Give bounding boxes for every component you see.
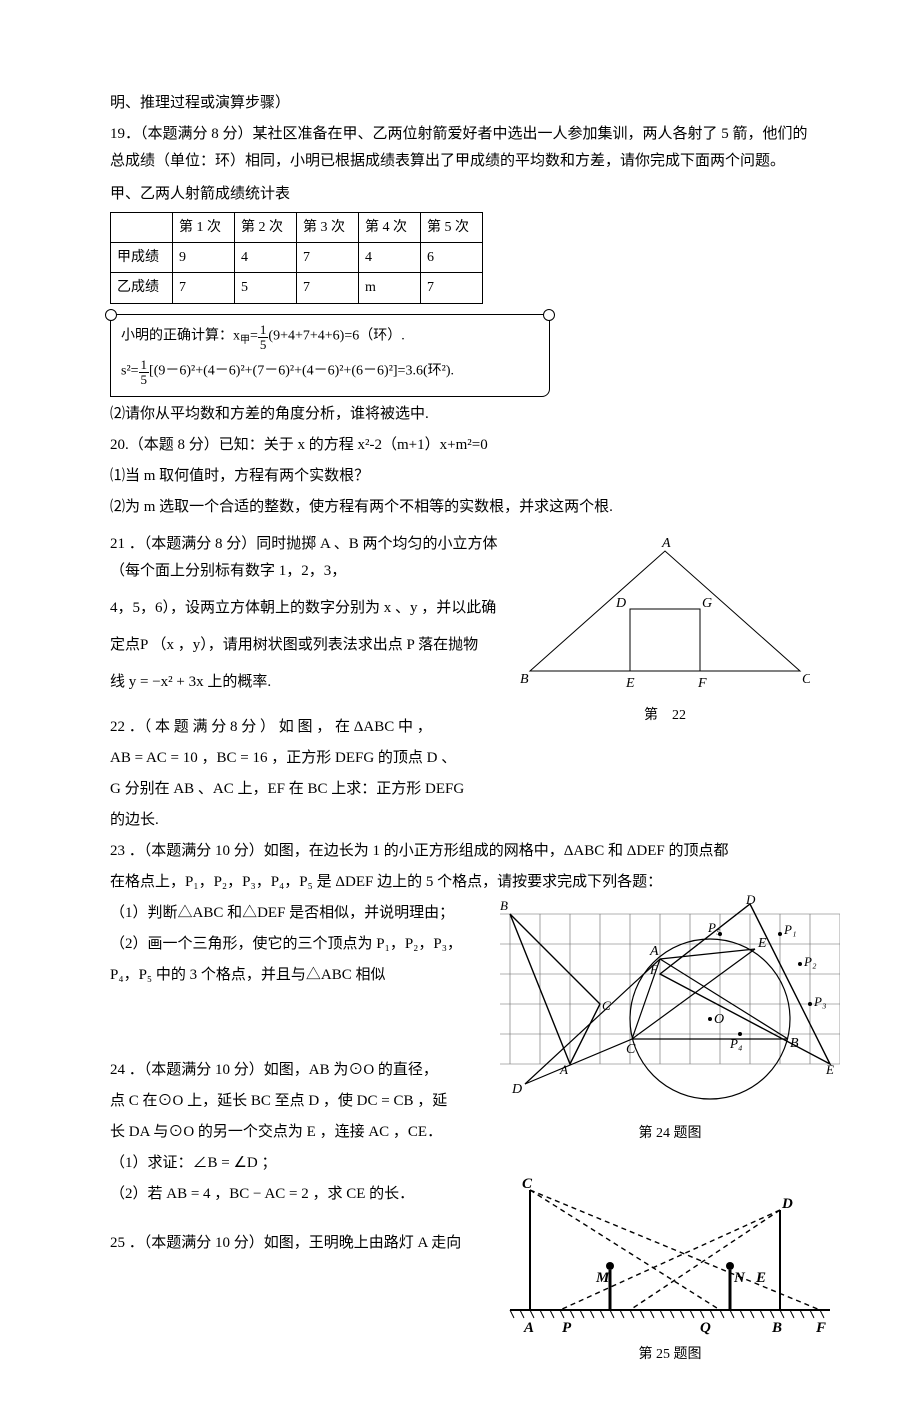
table-row: 甲成绩 9 4 7 4 6: [111, 243, 483, 273]
label-P: P: [562, 1320, 572, 1336]
label-C: C: [626, 1042, 636, 1057]
calc-line-2: s²=15[(9－6)²+(4－6)²+(7－6)²+(4－6)²+(6－6)²…: [121, 358, 539, 388]
label-N: N: [733, 1270, 746, 1286]
q19-table-title: 甲、乙两人射箭成绩统计表: [110, 181, 810, 208]
q24-caption: 第 24 题图: [500, 1121, 840, 1146]
q22-l2: AB = AC = 10 ，BC = 16 ，正方形 DEFG 的顶点 D 、: [110, 745, 512, 772]
table-row: 乙成绩 7 5 7 m 7: [111, 273, 483, 303]
q22-caption: 第 22: [520, 703, 810, 728]
q25-svg: C D M N E A P Q B F: [500, 1170, 840, 1340]
q24-svg: A B C D E O: [500, 919, 840, 1119]
cell: 7: [173, 273, 235, 303]
q22-figure: A B C D G E F 第 22: [520, 531, 810, 728]
label-A: A: [649, 944, 659, 959]
cell: [111, 213, 173, 243]
calc-text: (9+4+7+4+6)=6（环）.: [268, 328, 404, 343]
label-C: C: [802, 672, 810, 687]
cell: 7: [297, 273, 359, 303]
label-M: M: [595, 1270, 610, 1286]
fraction: 15: [139, 358, 150, 388]
cell: 6: [421, 243, 483, 273]
intro-line: 明、推理过程或演算步骤）: [110, 90, 810, 117]
label-D: D: [511, 1082, 522, 1097]
label-B: B: [500, 898, 508, 913]
label-A: A: [523, 1320, 534, 1336]
cell: 4: [359, 243, 421, 273]
calc-text: [(9－6)²+(4－6)²+(7－6)²+(4－6)²+(6－6)²]=3.6…: [149, 363, 454, 378]
cell: 第 3 次: [297, 213, 359, 243]
q20-s2: ⑵为 m 选取一个合适的整数，使方程有两个不相等的实数根，并求这两个根.: [110, 494, 810, 521]
calc-text: =: [250, 328, 258, 343]
q19-stem: 19．（本题满分 8 分）某社区准备在甲、乙两位射箭爱好者中选出一人参加集训，两…: [110, 121, 810, 175]
q25-caption: 第 25 题图: [500, 1342, 840, 1367]
denominator: 5: [258, 338, 269, 352]
denominator: 5: [139, 373, 150, 387]
q21-q22-row: 21 ．（本题满分 8 分）同时抛掷 A 、B 两个均匀的小立方体（每个面上分别…: [110, 531, 810, 838]
q20-stem: 20.（本题 8 分）已知：关于 x 的方程 x²-2（m+1）x+m²=0: [110, 432, 810, 459]
table-row: 第 1 次 第 2 次 第 3 次 第 4 次 第 5 次: [111, 213, 483, 243]
calc-text: 小明的正确计算：x: [121, 328, 240, 343]
cell: 7: [421, 273, 483, 303]
label-D: D: [781, 1196, 793, 1212]
q21-l4: 线 y = −x² + 3x 上的概率.: [110, 669, 512, 696]
q21-l1: 21 ．（本题满分 8 分）同时抛掷 A 、B 两个均匀的小立方体（每个面上分别…: [110, 531, 512, 585]
q19-sub2: ⑵请你从平均数和方差的角度分析，谁将被选中.: [110, 401, 810, 428]
cell: 4: [235, 243, 297, 273]
label-B: B: [790, 1036, 799, 1051]
cell: 第 4 次: [359, 213, 421, 243]
label-E: E: [625, 676, 635, 691]
label-B: B: [520, 672, 529, 687]
q19-table: 第 1 次 第 2 次 第 3 次 第 4 次 第 5 次 甲成绩 9 4 7 …: [110, 212, 483, 304]
sub: 甲: [240, 335, 250, 346]
q25-figure: C D M N E A P Q B F 第 25 题图: [500, 1170, 840, 1367]
q21-l2: 4，5，6），设两立方体朝上的数字分别为 x 、y ，并以此确: [110, 595, 512, 622]
cell: 第 5 次: [421, 213, 483, 243]
label-D: D: [615, 596, 626, 611]
label-F: F: [697, 676, 707, 691]
cell: 第 2 次: [235, 213, 297, 243]
calc-text: s²=: [121, 363, 139, 378]
label-O: O: [714, 1012, 724, 1027]
q22-l1: 22 ．（ 本 题 满 分 8 分 ） 如 图 ， 在 ΔABC 中 ，: [110, 714, 512, 741]
cell: 9: [173, 243, 235, 273]
label-F: F: [815, 1320, 826, 1336]
label-Q: Q: [700, 1320, 711, 1336]
q20-s1: ⑴当 m 取何值时，方程有两个实数根？: [110, 463, 810, 490]
cell: 5: [235, 273, 297, 303]
calc-line-1: 小明的正确计算：x甲=15(9+4+7+4+6)=6（环）.: [121, 323, 539, 353]
q23-l2: 在格点上，P₁，P₂，P₃，P₄，P₅ 是 ΔDEF 边上的 5 个格点，请按要…: [110, 869, 810, 896]
label-G: G: [702, 596, 712, 611]
label-E: E: [757, 936, 767, 951]
q22-l4: 的边长.: [110, 807, 512, 834]
q24-figure: A B C D E O 第 24 题图: [500, 919, 840, 1146]
cell: 7: [297, 243, 359, 273]
label-E: E: [755, 1270, 766, 1286]
q25-block: 25 ．（本题满分 10 分）如图，王明晚上由路灯 A 走向: [110, 1230, 810, 1257]
cell: 乙成绩: [111, 273, 173, 303]
label-C: C: [522, 1176, 533, 1192]
cell: m: [359, 273, 421, 303]
numerator: 1: [258, 323, 269, 338]
label-D: D: [745, 894, 756, 907]
q22-l3: G 分别在 AB 、AC 上，EF 在 BC 上求：正方形 DEFG: [110, 776, 512, 803]
label-B: B: [771, 1320, 782, 1336]
q23-l1: 23 ．（本题满分 10 分）如图，在边长为 1 的小正方形组成的网格中，ΔAB…: [110, 838, 810, 865]
q21-l3: 定点P （x ，y），请用树状图或列表法求出点 P 落在抛物: [110, 632, 512, 659]
numerator: 1: [139, 358, 150, 373]
cell: 第 1 次: [173, 213, 235, 243]
q19-calc-box: 小明的正确计算：x甲=15(9+4+7+4+6)=6（环）. s²=15[(9－…: [110, 314, 550, 397]
cell: 甲成绩: [111, 243, 173, 273]
label-A: A: [661, 536, 671, 551]
q22-svg: A B C D G E F: [520, 531, 810, 701]
fraction: 15: [258, 323, 269, 353]
